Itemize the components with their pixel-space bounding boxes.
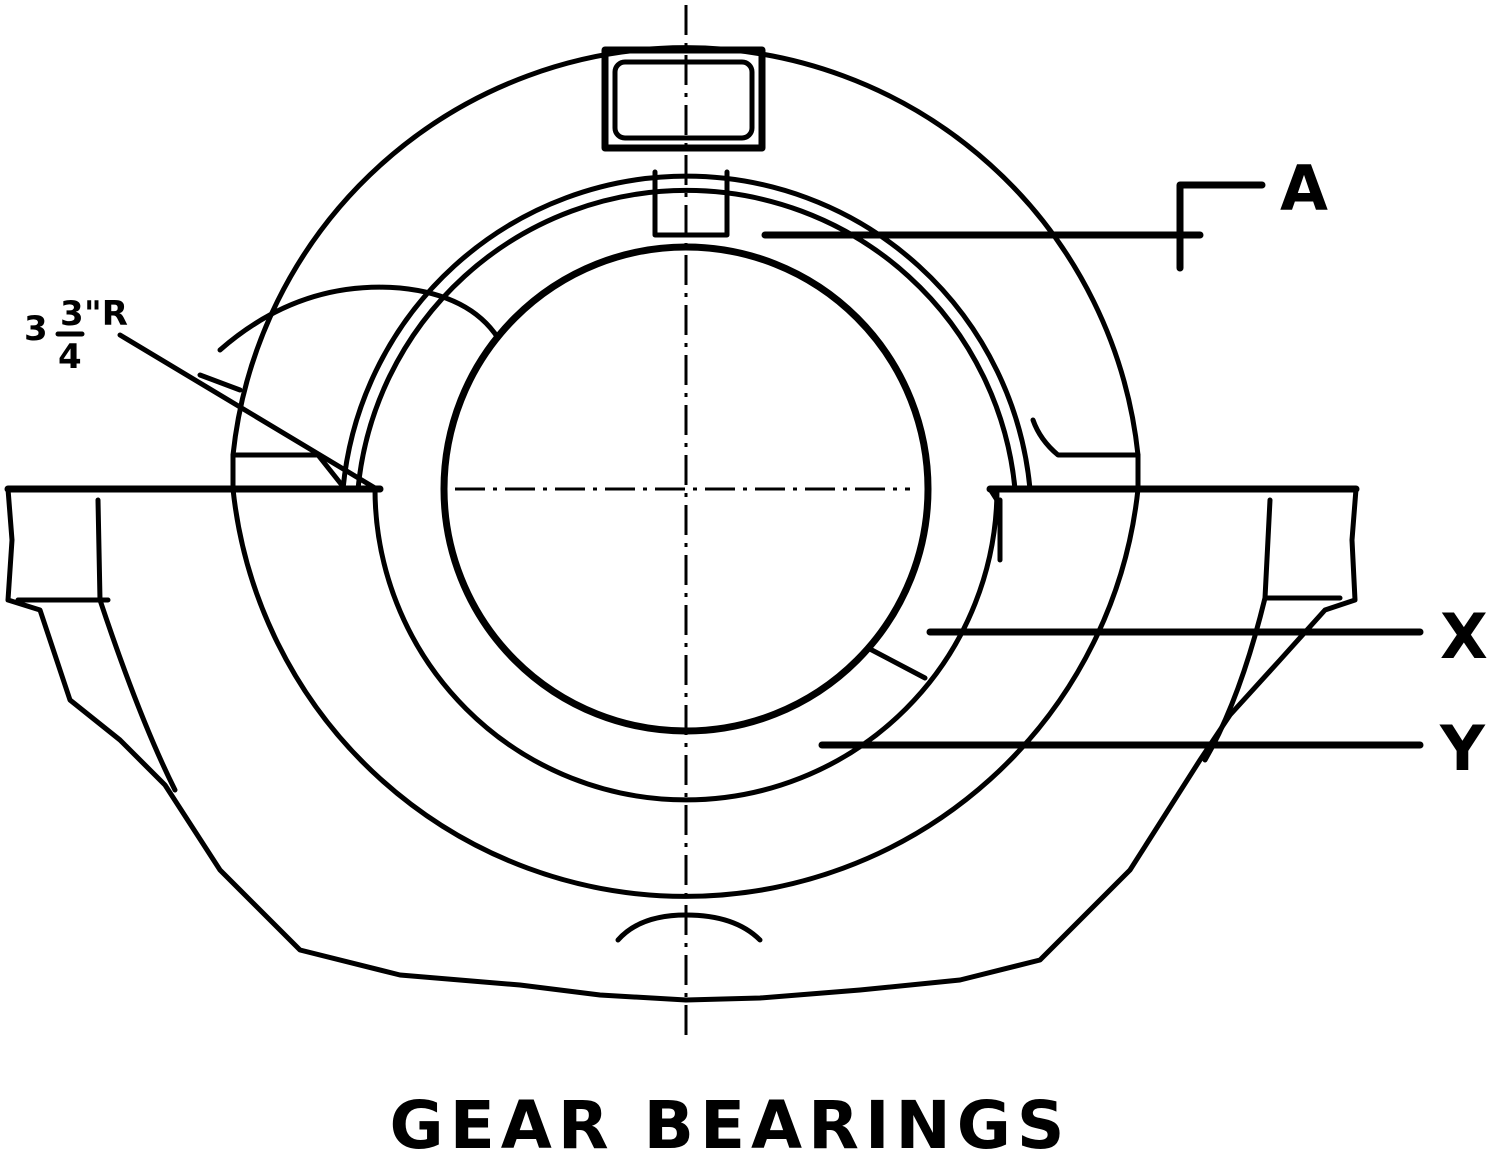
radius-leader bbox=[117, 332, 378, 491]
radius-arc bbox=[217, 284, 501, 353]
radius-unit: "R bbox=[84, 294, 128, 334]
right-block-face bbox=[987, 486, 1003, 563]
caption: GEAR BEARINGS bbox=[390, 1087, 1071, 1159]
bearing-shell-second-ring bbox=[355, 188, 1018, 492]
oil-cap-block-inner bbox=[612, 59, 755, 141]
label-x: X bbox=[1440, 600, 1488, 673]
base-right-profile bbox=[683, 486, 1359, 1003]
radius-tick bbox=[197, 372, 243, 393]
drain-hole bbox=[615, 912, 763, 943]
leader-a bbox=[761, 181, 1266, 272]
oil-hole bbox=[652, 169, 730, 238]
journal-circle bbox=[440, 243, 932, 735]
bearing-shell-outer-ring bbox=[340, 173, 1033, 492]
radius-whole: 3 bbox=[24, 309, 48, 349]
bolt-slot-left bbox=[15, 497, 178, 793]
label-a: A bbox=[1280, 152, 1328, 225]
radius-numerator: 3 bbox=[60, 294, 84, 334]
label-y: Y bbox=[1439, 712, 1486, 785]
base-left-profile bbox=[5, 486, 689, 1003]
oil-cap-block-outer bbox=[601, 46, 766, 152]
cap-ledge-right bbox=[1030, 417, 1141, 458]
bearing-lower-ring bbox=[372, 486, 1000, 803]
housing-lower-arc bbox=[230, 486, 1141, 899]
shell-split-line bbox=[865, 645, 928, 681]
radius-denominator: 4 bbox=[58, 337, 82, 377]
